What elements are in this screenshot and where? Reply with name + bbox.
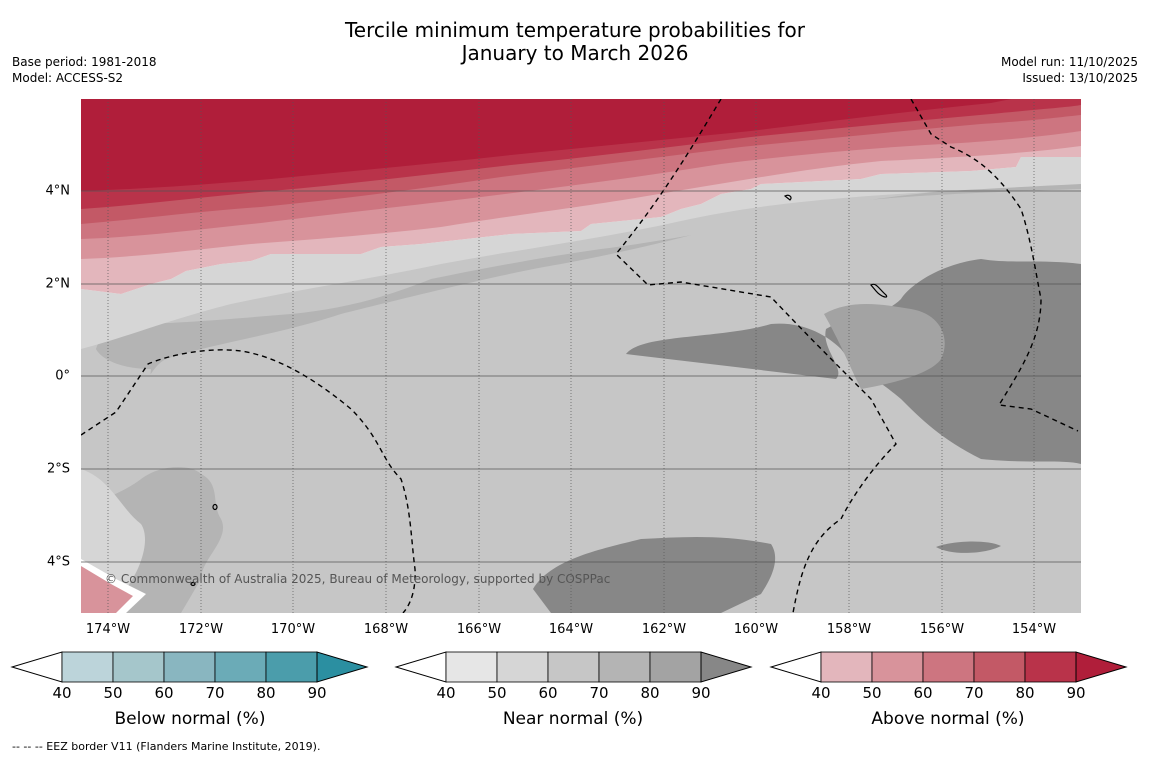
colorbar-below-label: Below normal (%)	[114, 709, 266, 729]
below-swatch-3	[163, 651, 216, 683]
near-normal-80-island	[824, 304, 945, 389]
tick: 50	[487, 684, 507, 702]
near-swatch-3	[547, 651, 600, 683]
eez-footnote: -- -- -- EEZ border V11 (Flanders Marine…	[12, 740, 321, 753]
below-swatch-2	[112, 651, 165, 683]
above-swatch-4	[973, 651, 1026, 683]
above-normal-50-southwest	[81, 566, 133, 613]
colorbar-above-low-arrow	[769, 651, 822, 683]
below-swatch-1	[61, 651, 114, 683]
near-swatch-1	[445, 651, 498, 683]
colorbar-near	[394, 651, 753, 683]
probability-map	[81, 99, 1081, 613]
tick: 90	[691, 684, 711, 702]
above-swatch-2	[871, 651, 924, 683]
colorbar-below-high-arrow	[316, 651, 369, 683]
tick: 50	[862, 684, 882, 702]
tick: 60	[913, 684, 933, 702]
tick: 40	[811, 684, 831, 702]
tick: 70	[205, 684, 225, 702]
near-swatch-4	[598, 651, 651, 683]
tick: 80	[640, 684, 660, 702]
colorbar-near-low-arrow	[394, 651, 447, 683]
colorbar-below-low-arrow	[10, 651, 63, 683]
tick: 70	[589, 684, 609, 702]
model-run: Model run: 11/10/2025	[1000, 55, 1138, 69]
model-name: Model: ACCESS-S2	[12, 71, 124, 85]
lon-label-172w: 172°W	[178, 622, 224, 637]
lon-label-164w: 164°W	[548, 622, 594, 637]
colorbar-above	[769, 651, 1128, 683]
tick: 60	[154, 684, 174, 702]
tick: 70	[964, 684, 984, 702]
tick: 40	[52, 684, 72, 702]
near-swatch-2	[496, 651, 549, 683]
map-svg	[81, 99, 1081, 613]
colorbar-near-high-arrow	[700, 651, 753, 683]
lon-label-174w: 174°W	[85, 622, 131, 637]
above-normal-90-band	[81, 99, 1011, 191]
lon-label-158w: 158°W	[826, 622, 872, 637]
above-swatch-1	[820, 651, 873, 683]
title-line-2: January to March 2026	[461, 41, 689, 65]
lon-label-170w: 170°W	[270, 622, 316, 637]
colorbar-near-label: Near normal (%)	[502, 709, 644, 729]
chart-title: Tercile minimum temperature probabilitie…	[0, 19, 1150, 65]
meta-left: Base period: 1981-2018 Model: ACCESS-S2	[12, 54, 157, 86]
lat-label-4n: 4°N	[45, 183, 71, 199]
lon-label-154w: 154°W	[1011, 622, 1057, 637]
lon-label-166w: 166°W	[456, 622, 502, 637]
tick: 80	[1015, 684, 1035, 702]
colorbar-below	[10, 651, 369, 683]
lat-label-4s: 4°S	[46, 554, 70, 570]
lon-label-168w: 168°W	[363, 622, 409, 637]
tick: 90	[307, 684, 327, 702]
copyright-notice: © Commonwealth of Australia 2025, Bureau…	[105, 572, 611, 586]
tick: 50	[103, 684, 123, 702]
colorbar-below-swatches	[61, 651, 318, 683]
issued-date: Issued: 13/10/2025	[1022, 71, 1138, 85]
lon-label-156w: 156°W	[919, 622, 965, 637]
title-line-1: Tercile minimum temperature probabilitie…	[344, 18, 806, 42]
below-swatch-4	[214, 651, 267, 683]
lon-label-160w: 160°W	[733, 622, 779, 637]
tick: 90	[1066, 684, 1086, 702]
near-normal-90-patch-south	[533, 536, 776, 613]
tick: 40	[436, 684, 456, 702]
above-swatch-3	[922, 651, 975, 683]
lat-label-2s: 2°S	[46, 461, 70, 477]
eez-borders	[81, 99, 1079, 613]
colorbar-near-swatches	[445, 651, 702, 683]
lon-label-162w: 162°W	[641, 622, 687, 637]
grid-lines	[81, 190, 1081, 563]
colorbar-above-swatches	[820, 651, 1077, 683]
tick: 80	[256, 684, 276, 702]
near-swatch-5	[649, 651, 702, 683]
island-outlines	[190, 194, 888, 587]
colorbar-above-label: Above normal (%)	[871, 709, 1025, 729]
near-normal-90-patch-small	[936, 541, 1001, 553]
above-swatch-5	[1024, 651, 1077, 683]
base-period: Base period: 1981-2018	[12, 55, 157, 69]
tick: 60	[538, 684, 558, 702]
colorbar-above-high-arrow	[1075, 651, 1128, 683]
lat-label-0: 0°	[55, 368, 70, 384]
below-swatch-5	[265, 651, 318, 683]
lat-label-2n: 2°N	[45, 276, 71, 292]
meta-right: Model run: 11/10/2025 Issued: 13/10/2025	[1001, 54, 1138, 86]
